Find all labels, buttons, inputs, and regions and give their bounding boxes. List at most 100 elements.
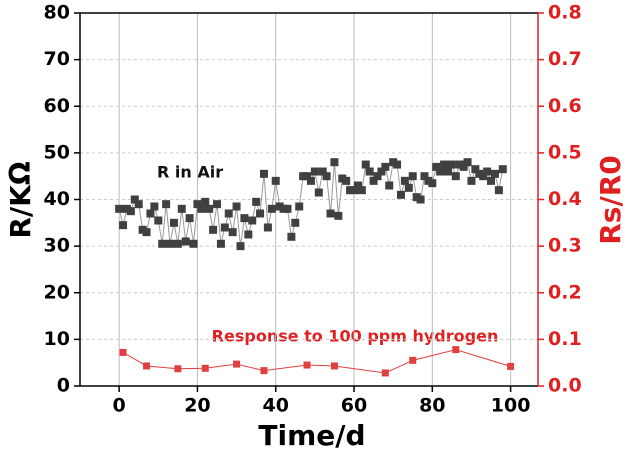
data-point: [361, 160, 370, 169]
data-point: [373, 172, 382, 181]
data-point: [303, 361, 311, 369]
data-point: [256, 209, 265, 218]
y-axis-title: R/KΩ: [4, 161, 37, 238]
data-point: [233, 360, 241, 368]
data-point: [201, 364, 209, 372]
data-point: [248, 216, 257, 225]
y2-tick-label: 0.5: [548, 141, 582, 163]
data-point: [416, 195, 425, 204]
data-point: [357, 186, 366, 195]
data-point: [440, 160, 449, 169]
data-point: [385, 181, 394, 190]
data-point: [193, 200, 202, 209]
data-point: [166, 239, 175, 248]
data-point: [507, 362, 515, 370]
data-point: [490, 169, 499, 178]
data-point: [169, 218, 178, 227]
y2-tick-label: 0.0: [548, 375, 582, 397]
data-point: [220, 223, 229, 232]
data-point: [236, 242, 245, 251]
data-point: [365, 167, 374, 176]
data-point: [409, 356, 417, 364]
y-tick-label: 10: [44, 328, 70, 350]
data-point: [420, 172, 429, 181]
y-tick-label: 80: [44, 2, 70, 24]
data-point: [291, 218, 300, 227]
x-tick-label: 0: [113, 395, 126, 417]
data-point: [173, 239, 182, 248]
data-point: [283, 204, 292, 213]
data-point: [115, 204, 124, 213]
data-point: [381, 369, 389, 377]
data-point: [326, 209, 335, 218]
series-line: [122, 349, 511, 374]
data-point: [408, 172, 417, 181]
data-point: [318, 167, 327, 176]
data-point: [447, 160, 456, 169]
data-point: [189, 239, 198, 248]
data-point: [240, 214, 249, 223]
data-point: [244, 230, 253, 239]
x-tick-label: 20: [184, 395, 210, 417]
data-point: [213, 200, 222, 209]
data-point: [205, 204, 214, 213]
y-tick-label: 30: [44, 235, 70, 257]
data-point: [260, 367, 268, 375]
data-point: [295, 202, 304, 211]
data-point: [463, 158, 472, 167]
data-point: [404, 183, 413, 192]
data-point: [158, 239, 167, 248]
y2-tick-label: 0.8: [548, 2, 582, 24]
data-point: [181, 237, 190, 246]
data-point: [432, 162, 441, 171]
data-point: [452, 346, 460, 354]
x-tick-label: 40: [262, 395, 288, 417]
y2-tick-label: 0.6: [548, 95, 582, 117]
y2-tick-label: 0.1: [548, 328, 582, 350]
data-point: [126, 207, 135, 216]
y-tick-label: 60: [44, 95, 70, 117]
data-point: [259, 169, 268, 178]
data-point: [487, 176, 496, 185]
data-point: [232, 202, 241, 211]
y2-tick-label: 0.7: [548, 48, 582, 70]
data-point: [303, 172, 312, 181]
x-tick-label: 100: [491, 395, 531, 417]
x-tick-label: 80: [419, 395, 445, 417]
data-point: [209, 225, 218, 234]
data-point: [377, 167, 386, 176]
data-point: [443, 167, 452, 176]
data-point: [177, 204, 186, 213]
data-point: [471, 165, 480, 174]
data-point: [224, 209, 233, 218]
data-point: [146, 209, 155, 218]
data-point: [334, 211, 343, 220]
data-point: [494, 186, 503, 195]
data-point: [436, 167, 445, 176]
y2-tick-label: 0.2: [548, 281, 582, 303]
data-point: [174, 365, 182, 373]
y2-tick-label: 0.3: [548, 235, 582, 257]
data-point: [252, 197, 261, 206]
data-point: [381, 162, 390, 171]
data-point: [130, 195, 139, 204]
x-tick-label: 60: [341, 395, 367, 417]
data-point: [393, 160, 402, 169]
data-point: [287, 232, 296, 241]
data-point: [451, 172, 460, 181]
data-point: [314, 188, 323, 197]
data-point: [400, 176, 409, 185]
data-point: [185, 214, 194, 223]
data-point: [134, 200, 143, 209]
data-point: [271, 176, 280, 185]
data-point: [330, 158, 339, 167]
y2-axis-title: Rs/R0: [594, 155, 627, 245]
data-point: [197, 204, 206, 213]
data-point: [142, 228, 151, 237]
data-point: [330, 362, 338, 370]
data-point: [498, 165, 507, 174]
data-point: [483, 167, 492, 176]
data-point: [228, 228, 237, 237]
